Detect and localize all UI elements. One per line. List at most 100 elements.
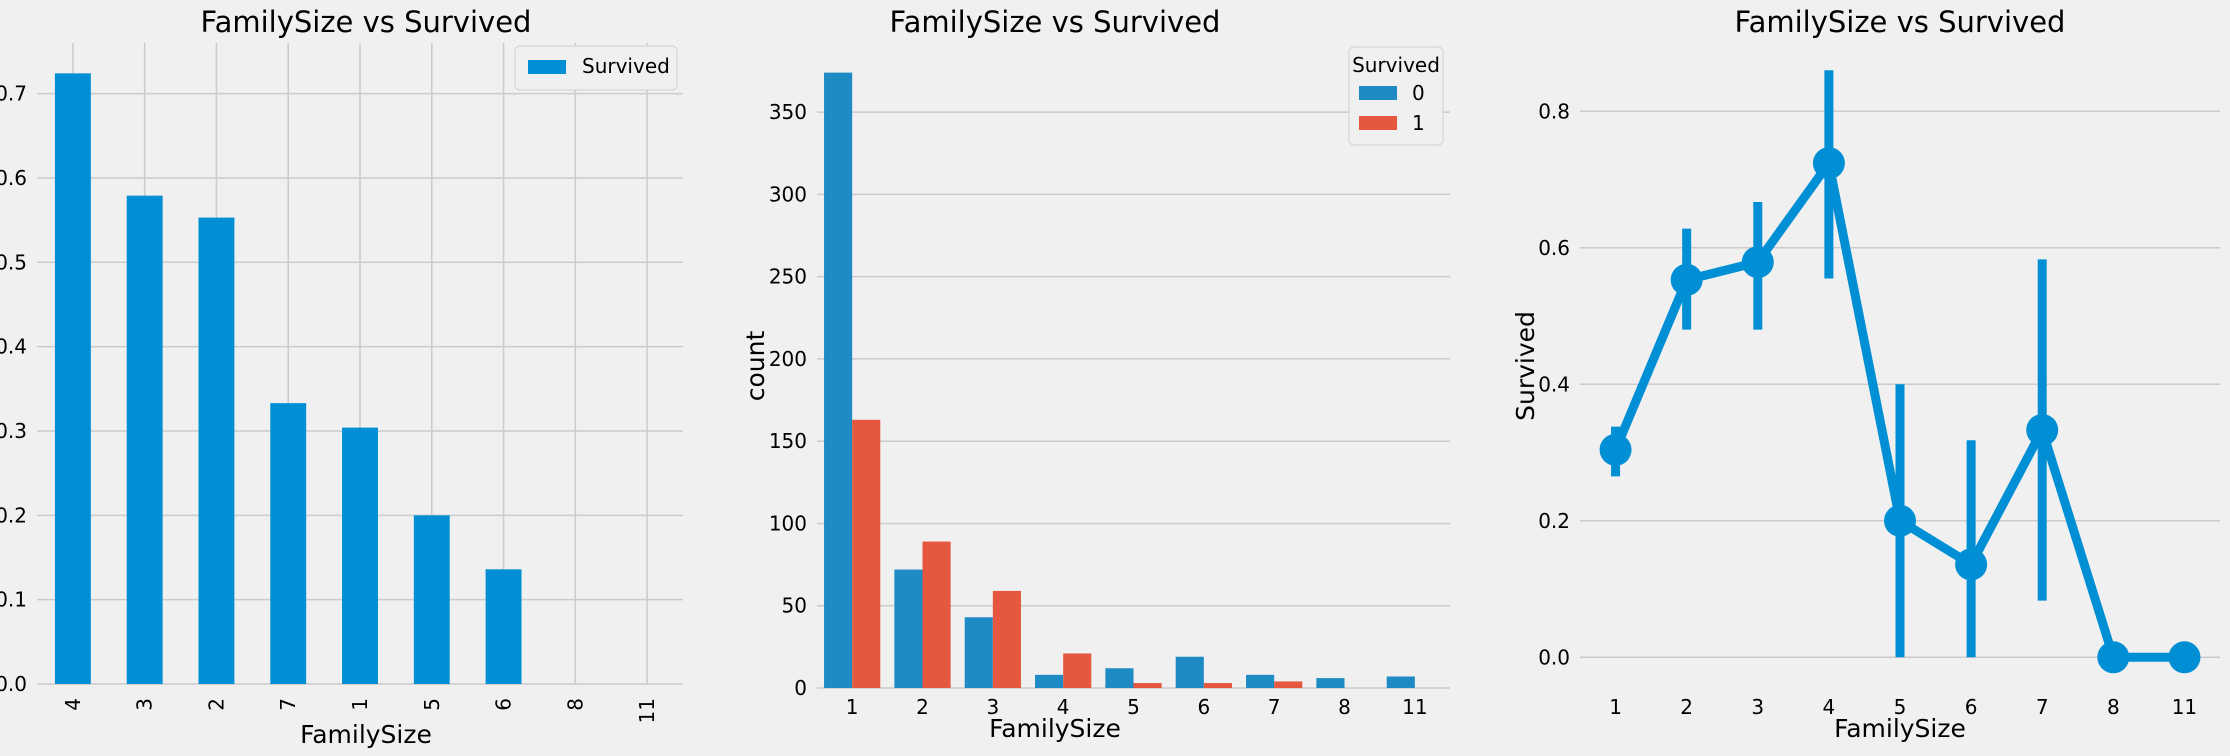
chart-2-ytick-6: 300 — [769, 182, 807, 206]
chart-3-xtick-3: 3 — [1751, 695, 1764, 719]
chart-1-ytick-5: 0.5 — [0, 250, 27, 274]
chart-1-ytick-4: 0.4 — [0, 335, 27, 359]
chart-3-ytick-4: 0.8 — [1538, 99, 1570, 123]
chart-1-ticks: 0.0 0.1 0.2 0.3 0.4 0.5 0.6 0.7 4 3 2 7 1 5 6 8 11 — [0, 82, 659, 724]
chart-3-point-4 — [1812, 147, 1845, 180]
chart-1-ytick-6: 0.6 — [0, 166, 27, 190]
chart-3-ytick-3: 0.6 — [1538, 236, 1570, 260]
chart-2-bar-3-hue-0 — [964, 617, 993, 688]
chart-2-bar-3-hue-1 — [992, 590, 1021, 688]
chart-1-legend-swatch — [528, 60, 566, 74]
chart-2-bar-7-hue-1 — [1274, 681, 1303, 688]
chart-3-xtick-4: 4 — [1823, 695, 1836, 719]
chart-1-bar-2 — [198, 217, 235, 684]
chart-2-ytick-0: 0 — [794, 676, 807, 700]
chart-2-bar-11-hue-0 — [1386, 676, 1415, 688]
chart-1-xtick-2: 2 — [204, 698, 228, 711]
chart-1-bar-4 — [54, 73, 91, 684]
chart-1-xtick-6: 6 — [492, 698, 516, 711]
chart-1-legend: Survived — [514, 45, 678, 91]
chart-2-ylabel: count — [741, 331, 770, 402]
chart-1-xtick-8: 8 — [563, 698, 587, 711]
chart-3: FamilySize vs Survived 0.0 0.2 0.4 0.6 0.8 1 2… — [1511, 5, 2220, 743]
chart-2-bar-5-hue-0 — [1105, 668, 1134, 688]
chart-1-ytick-1: 0.1 — [0, 588, 27, 612]
chart-3-ytick-0: 0.0 — [1538, 645, 1570, 669]
chart-3-xtick-2: 2 — [1680, 695, 1693, 719]
chart-1-xtick-5: 5 — [420, 698, 444, 711]
chart-2-xlabel: FamilySize — [989, 714, 1121, 743]
chart-1-bars — [54, 73, 522, 684]
chart-2-ytick-1: 50 — [782, 594, 807, 618]
chart-2-xtick-8: 8 — [1338, 695, 1351, 719]
chart-3-point-2 — [1670, 263, 1703, 296]
chart-2-ytick-2: 100 — [769, 511, 807, 535]
chart-2: FamilySize vs Survived 05010015020025030… — [741, 5, 1450, 743]
chart-1-title: FamilySize vs Survived — [201, 5, 532, 39]
chart-2-ytick-4: 200 — [769, 347, 807, 371]
chart-2-xtick-5: 5 — [1127, 695, 1140, 719]
chart-2-bar-4-hue-0 — [1035, 674, 1064, 688]
chart-3-xtick-1: 1 — [1609, 695, 1622, 719]
chart-3-point-3 — [1741, 246, 1774, 279]
chart-2-bar-8-hue-0 — [1316, 678, 1345, 688]
chart-2-legend-swatch-1 — [1359, 116, 1397, 130]
chart-2-bar-5-hue-1 — [1133, 683, 1162, 688]
chart-2-legend-label-0: 0 — [1412, 81, 1425, 105]
chart-2-bar-4-hue-1 — [1063, 653, 1092, 688]
chart-2-ytick-5: 250 — [769, 265, 807, 289]
chart-2-legend-swatch-0 — [1359, 86, 1397, 100]
chart-2-ytick-3: 150 — [769, 429, 807, 453]
chart-2-bar-2-hue-0 — [894, 569, 923, 688]
chart-1-ytick-3: 0.3 — [0, 419, 27, 443]
chart-1-legend-box — [514, 45, 678, 91]
chart-1-xtick-1: 1 — [348, 698, 372, 711]
chart-3-point-1 — [1599, 433, 1632, 466]
chart-2-bar-1-hue-0 — [824, 72, 853, 688]
chart-1-bar-3 — [126, 195, 163, 684]
chart-2-ytick-7: 350 — [769, 100, 807, 124]
chart-3-xlabel: FamilySize — [1834, 714, 1966, 743]
chart-3-xtick-11: 11 — [2172, 695, 2197, 719]
chart-2-legend-title: Survived — [1352, 53, 1440, 77]
chart-3-point-6 — [1955, 548, 1988, 581]
chart-3-ytick-2: 0.4 — [1538, 372, 1570, 396]
chart-2-bar-1-hue-1 — [852, 419, 881, 688]
chart-3-xtick-7: 7 — [2036, 695, 2049, 719]
chart-2-bar-7-hue-0 — [1246, 674, 1275, 688]
chart-2-bar-2-hue-1 — [922, 541, 951, 688]
chart-2-bar-6-hue-1 — [1203, 683, 1232, 688]
chart-2-xtick-4: 4 — [1057, 695, 1070, 719]
chart-3-title: FamilySize vs Survived — [1735, 5, 2066, 39]
chart-2-xtick-11: 11 — [1402, 695, 1427, 719]
chart-2-bar-6-hue-0 — [1175, 656, 1204, 688]
chart-3-xtick-5: 5 — [1894, 695, 1907, 719]
chart-2-xtick-2: 2 — [916, 695, 929, 719]
chart-1-xlabel: FamilySize — [300, 720, 432, 749]
chart-1-bar-5 — [413, 515, 450, 684]
chart-2-ticks: 0 50 100 150 200 250 300 350 1 2 3 4 5 6 7 8 11 — [769, 100, 1428, 719]
chart-3-xtick-6: 6 — [1965, 695, 1978, 719]
chart-1-xtick-3: 3 — [133, 698, 157, 711]
chart-2-xtick-3: 3 — [986, 695, 999, 719]
chart-3-point-11 — [2168, 641, 2201, 674]
chart-1-xtick-11: 11 — [635, 698, 659, 723]
chart-1-ytick-0: 0.0 — [0, 672, 27, 696]
chart-2-xtick-6: 6 — [1197, 695, 1210, 719]
chart-3-ticks: 0.0 0.2 0.4 0.6 0.8 1 2 3 4 5 6 7 8 11 — [1538, 99, 2197, 719]
chart-1-bar-6 — [485, 569, 522, 684]
chart-1-ytick-2: 0.2 — [0, 503, 27, 527]
chart-2-legend: Survived 0 1 — [1348, 46, 1444, 146]
chart-3-xtick-8: 8 — [2107, 695, 2120, 719]
chart-1-xtick-7: 7 — [276, 698, 300, 711]
chart-3-ytick-1: 0.2 — [1538, 509, 1570, 533]
chart-2-xtick-1: 1 — [846, 695, 859, 719]
chart-3-ylabel: Survived — [1511, 311, 1540, 421]
chart-1: FamilySize vs Survived 0.0 0.1 0.2 0.3 0.4 0.… — [0, 5, 683, 749]
chart-2-xtick-7: 7 — [1268, 695, 1281, 719]
chart-3-point-7 — [2026, 414, 2059, 446]
chart-1-bar-7 — [270, 403, 307, 684]
chart-1-legend-label: Survived — [582, 54, 670, 78]
chart-2-title: FamilySize vs Survived — [890, 5, 1221, 39]
